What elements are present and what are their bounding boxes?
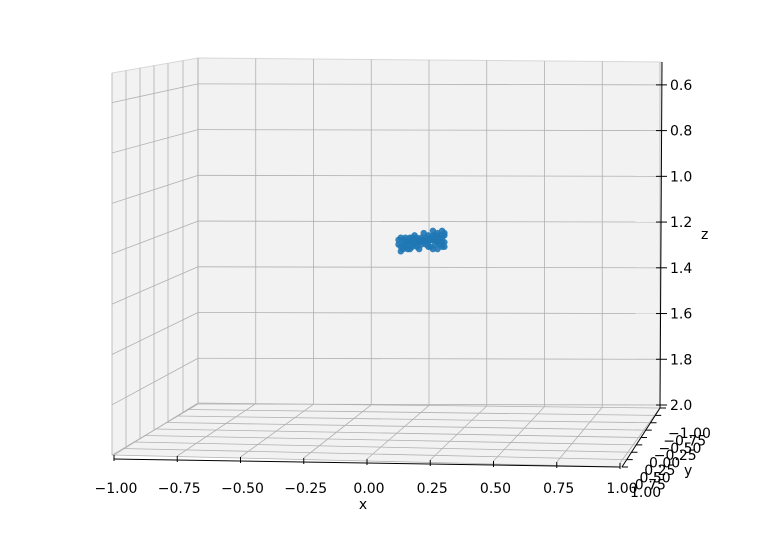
z-tick-label-1: 0.8 (670, 124, 692, 140)
grid-line-back-z-0 (197, 83, 662, 86)
z-axis-line (659, 61, 663, 409)
scatter-point-60 (411, 232, 418, 239)
z-axis-label: z (701, 227, 708, 243)
grid-line-floor-x-4 (366, 405, 430, 460)
x-tick-label-5: 0.25 (417, 481, 448, 497)
grid-line-back-z-5 (197, 312, 662, 314)
y-tick-label-3: −0.25 (654, 448, 697, 464)
z-tick-label-7: 2.0 (670, 398, 692, 414)
left-pane (112, 58, 198, 455)
y-axis-label: y (684, 463, 692, 479)
grid-line-back-z-4 (197, 266, 662, 269)
scatter-points (395, 227, 448, 255)
grid-line-floor-x-8 (619, 407, 661, 464)
grid-line-floor-y-4 (154, 428, 642, 438)
x-tick-label-0: −1.00 (95, 481, 138, 497)
z-axis-ticks: 0.6 0.8 1.0 1.2 1.4 1.6 1.8 2.0 (656, 78, 692, 414)
x-tick-label-8: 1.00 (606, 481, 637, 497)
grid-line-back-z-2 (197, 174, 662, 177)
grid-line-floor-y-2 (176, 415, 651, 424)
grid-line-back-z-1 (197, 129, 662, 132)
scatter-point-53 (441, 243, 448, 250)
y-tick-label-7: 0.75 (635, 478, 666, 494)
scatter-point-58 (429, 245, 437, 253)
grid-line-back-z-3 (197, 220, 662, 223)
y-tick-label-6: 0.50 (640, 470, 671, 486)
grid-line-floor-y-7 (122, 448, 627, 461)
x-axis-label: x (359, 497, 367, 513)
grid-line-floor-x-3 (303, 404, 372, 459)
scatter-point-55 (406, 245, 414, 253)
x-tick-label-1: −0.75 (158, 481, 201, 497)
z-tick-label-0: 0.6 (670, 78, 692, 94)
grid-line-floor-x-5 (429, 405, 488, 461)
grid-line-left-z-7 (111, 403, 199, 456)
x-tick-label-6: 0.50 (480, 481, 511, 497)
scatter-point-56 (415, 245, 423, 253)
x-axis-ticks: −1.00 −0.75 −0.50 −0.25 0.00 0.25 0.50 0.75 1.00 (95, 455, 638, 497)
scatter-point-65 (441, 229, 448, 237)
grid-line-floor-y-5 (144, 435, 637, 446)
grid-line-floor-y-0 (197, 402, 661, 409)
grid-line-floor-x-2 (240, 403, 314, 458)
x-tick-label-7: 0.75 (543, 481, 574, 497)
z-tick-label-6: 1.8 (670, 352, 692, 368)
x-tick-label-3: −0.25 (284, 481, 327, 497)
floor-pane (112, 403, 660, 467)
z-tick-label-3: 1.2 (670, 215, 692, 231)
scatter-point-61 (420, 229, 427, 237)
grid-line-back-z-6 (197, 357, 662, 360)
grid-line-floor-x-6 (493, 406, 545, 462)
y-tick-label-8: 1.00 (630, 485, 661, 501)
grid-line-floor-y-3 (165, 422, 646, 431)
z-tick-label-4: 1.4 (670, 261, 692, 277)
grid-line-floor-y-6 (133, 441, 632, 453)
scatter-point-59 (434, 245, 441, 253)
y-tick-label-5: 0.25 (644, 463, 675, 479)
grid-line-floor-y-1 (187, 409, 656, 416)
grid-lines (111, 58, 662, 468)
z-tick-label-5: 1.6 (670, 307, 692, 323)
y-tick-label-4: 0.00 (649, 456, 680, 472)
y-tick-label-1: −0.75 (663, 433, 706, 449)
x-tick-label-2: −0.50 (221, 481, 264, 497)
scatter-point-54 (397, 248, 404, 255)
y-tick-label-2: −0.50 (659, 441, 702, 457)
z-tick-label-2: 1.0 (670, 169, 692, 185)
y-axis-ticks: −1.00−0.75−0.50−0.250.000.250.500.751.00 (622, 407, 711, 501)
y-tick-label-0: −1.00 (668, 426, 711, 442)
x-tick-label-4: 0.00 (353, 481, 384, 497)
grid-line-floor-x-7 (556, 406, 603, 463)
